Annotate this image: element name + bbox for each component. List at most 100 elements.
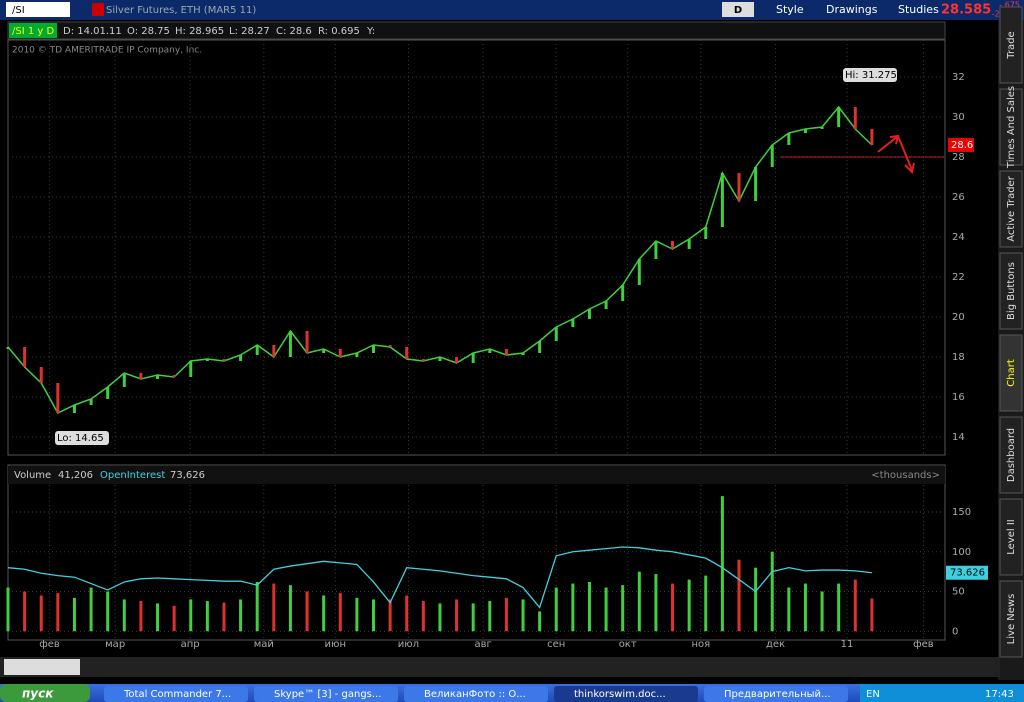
volume-bar xyxy=(56,593,60,632)
price-bar xyxy=(521,353,525,355)
side-tab[interactable] xyxy=(999,416,1023,494)
period-button[interactable] xyxy=(722,2,754,17)
volume-bar xyxy=(504,597,508,632)
price-bar xyxy=(554,327,558,341)
taskbar-item-label: Total Commander 7... xyxy=(123,689,231,700)
style-button[interactable]: Style xyxy=(776,3,804,16)
x-tick-label: июл xyxy=(398,639,419,650)
price-bar xyxy=(172,375,176,377)
volume-bar xyxy=(23,591,27,632)
price-bar xyxy=(637,259,641,285)
tray xyxy=(860,684,1024,702)
volume-bar xyxy=(853,579,857,632)
price-bar xyxy=(488,349,492,353)
y-tick-label: 100 xyxy=(952,547,971,558)
copyright: 2010 © TD AMERITRADE IP Company, Inc. xyxy=(12,46,202,56)
side-tab[interactable] xyxy=(999,334,1023,412)
annotation-box xyxy=(843,68,897,82)
taskbar-item[interactable] xyxy=(254,686,398,702)
volume-bar xyxy=(671,583,675,632)
side-tab-label: Dashboard xyxy=(1006,428,1017,482)
taskbar-item-label: Предварительный... xyxy=(724,689,831,700)
volume-bar xyxy=(122,599,126,632)
price-bar xyxy=(770,145,774,167)
taskbar-item[interactable] xyxy=(404,686,548,702)
side-tab[interactable] xyxy=(999,6,1023,84)
x-tick-label: ноя xyxy=(691,639,710,650)
icon xyxy=(92,3,104,16)
volume-bar xyxy=(803,583,807,632)
symbol-box[interactable] xyxy=(6,2,70,17)
readout: 73,626 xyxy=(170,470,205,481)
y-tick-label: 32 xyxy=(952,72,965,83)
price-bar xyxy=(23,347,27,367)
side-tab[interactable] xyxy=(999,88,1023,166)
lang: EN xyxy=(866,689,880,700)
side-tab-label: Active Trader xyxy=(1006,175,1017,241)
taskbar-item[interactable] xyxy=(704,686,848,702)
volume-bar xyxy=(737,559,741,632)
price-bar xyxy=(704,227,708,239)
side-tab[interactable] xyxy=(999,252,1023,330)
volume-bar xyxy=(870,598,874,632)
side-tab-label: Trade xyxy=(1006,31,1017,59)
price-bar xyxy=(371,345,375,353)
price-bar xyxy=(72,405,76,413)
price-bar xyxy=(322,349,326,353)
studies-button[interactable]: Studies xyxy=(898,3,939,16)
period: D xyxy=(734,5,742,16)
price-line xyxy=(7,105,873,414)
volume-bar xyxy=(156,603,160,632)
volume-bar xyxy=(388,599,392,632)
volume-bar xyxy=(521,599,525,632)
y-tick-label: 26 xyxy=(952,192,965,203)
side-tab[interactable] xyxy=(999,498,1023,576)
taskbar-item[interactable] xyxy=(554,686,698,702)
side-tab[interactable] xyxy=(999,170,1023,248)
annotation: Hi: 31.275 xyxy=(845,70,897,81)
price-bar xyxy=(471,353,475,363)
oi-marker-label: 73.626 xyxy=(950,568,985,579)
x-tick-label: май xyxy=(254,639,274,650)
taskbar-item[interactable] xyxy=(104,686,248,702)
toolbar xyxy=(0,0,1024,20)
price-bar xyxy=(571,319,575,327)
y-tick-label: 30 xyxy=(952,112,965,123)
date: D: 14.01.11 xyxy=(63,26,122,37)
volume-bar xyxy=(239,599,243,632)
study: /SI 1 y D xyxy=(12,26,54,37)
price-bar xyxy=(671,241,675,249)
price-marker xyxy=(948,138,974,152)
volume-bar xyxy=(571,583,575,632)
x-tick-label: июн xyxy=(325,639,346,650)
volume-bar xyxy=(604,587,608,632)
legend: Volume xyxy=(14,470,51,481)
start-button[interactable] xyxy=(0,684,90,702)
volume-bar xyxy=(770,551,774,632)
start: пуск xyxy=(22,687,54,701)
price-bar xyxy=(803,129,807,133)
last-price: 28.585 xyxy=(941,3,991,18)
side-tab-label: Big Buttons xyxy=(1006,262,1017,320)
x-tick-label: 11 xyxy=(841,639,854,650)
volume-bar xyxy=(355,597,359,632)
side-tab-label: Live News xyxy=(1006,594,1017,645)
price-bar xyxy=(288,331,292,357)
taskbar-item-label: thinkorswim.doc... xyxy=(574,689,666,700)
volume-bar xyxy=(438,603,442,632)
side-tab-label: Level II xyxy=(1006,519,1017,554)
y-tick-label: 16 xyxy=(952,392,965,403)
drawn-arrows xyxy=(877,134,915,174)
scrollbar[interactable] xyxy=(0,657,1000,677)
close: C: 28.6 xyxy=(276,26,312,37)
clock: 17:43 xyxy=(985,689,1014,700)
volume-bar xyxy=(471,603,475,632)
range: R: 0.695 xyxy=(318,26,360,37)
side-tab[interactable] xyxy=(999,580,1023,658)
volume-bar xyxy=(139,601,143,632)
price-bar xyxy=(421,359,425,361)
y-tick-label: 18 xyxy=(952,352,965,363)
drawings-button[interactable]: Drawings xyxy=(826,3,878,16)
zoom-controls[interactable] xyxy=(4,659,80,675)
volume-bar xyxy=(455,599,459,632)
